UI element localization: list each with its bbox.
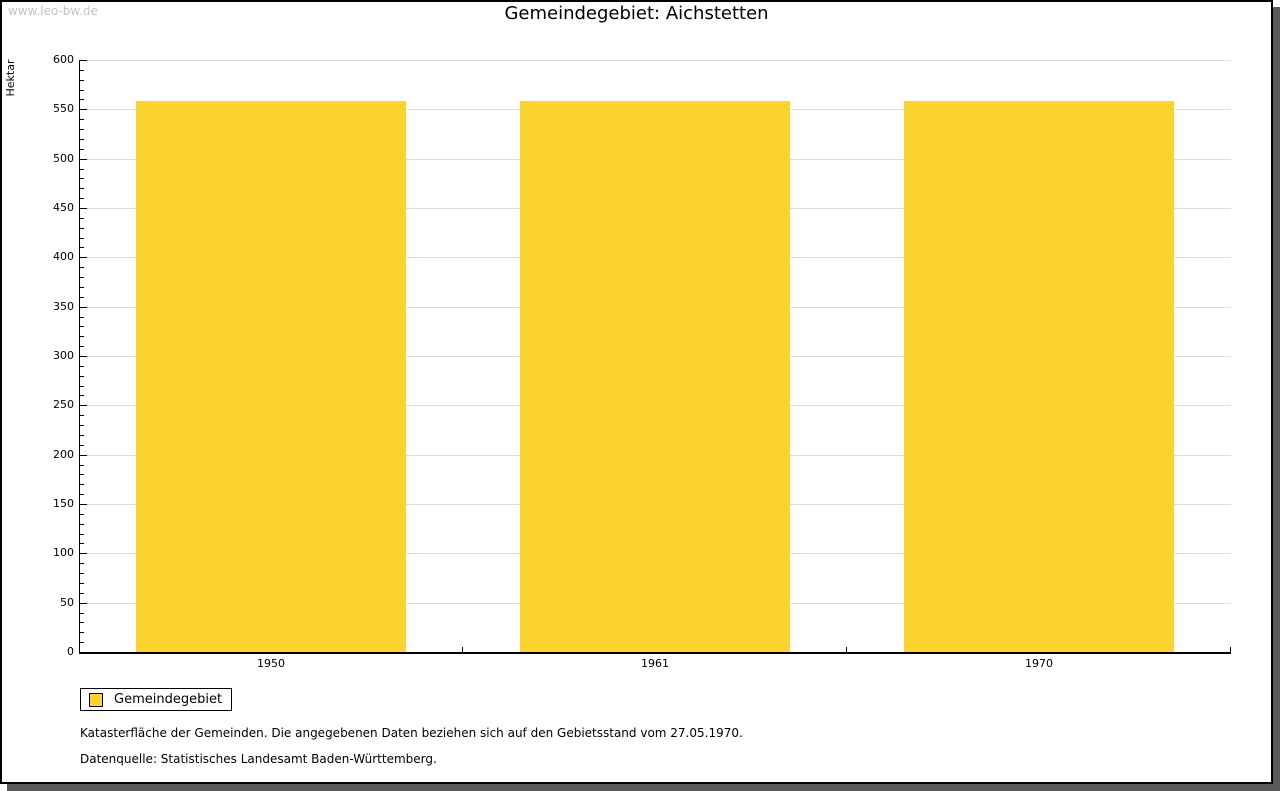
y-axis-tick <box>80 208 87 209</box>
y-axis-tick <box>80 227 84 229</box>
y-tick-label: 600 <box>53 53 74 66</box>
y-tick-label: 350 <box>53 299 74 313</box>
y-axis-tick <box>80 504 87 505</box>
y-axis-tick <box>80 474 84 476</box>
x-tick-label: 1970 <box>1025 657 1053 670</box>
bar <box>136 101 406 652</box>
y-tick-label: 100 <box>53 546 74 560</box>
y-axis-tick <box>80 158 87 160</box>
y-axis-tick <box>80 632 84 634</box>
y-tick-label: 300 <box>53 349 74 362</box>
y-axis-tick <box>80 168 84 170</box>
x-tick-label: 1961 <box>641 657 669 670</box>
y-axis-tick <box>80 523 84 525</box>
y-axis-tick <box>80 346 84 348</box>
y-axis-tick <box>80 642 84 644</box>
y-tick-label: 0 <box>67 645 74 658</box>
y-axis-tick <box>80 563 84 565</box>
y-tick-label: 400 <box>53 250 74 264</box>
y-axis-tick <box>80 138 84 140</box>
y-axis-tick <box>80 296 84 298</box>
y-axis-tick <box>80 494 84 496</box>
y-axis-tick <box>80 148 84 150</box>
y-axis-tick <box>80 257 87 259</box>
y-axis-tick <box>80 356 87 357</box>
gridline <box>79 60 1231 61</box>
y-tick-label: 200 <box>53 447 74 461</box>
y-tick-label: 450 <box>53 201 74 214</box>
y-axis-tick <box>80 277 84 279</box>
y-axis-tick <box>80 69 84 71</box>
y-axis-tick <box>80 405 87 407</box>
y-axis-tick <box>80 375 84 377</box>
watermark: www.leo-bw.de <box>8 4 98 18</box>
x-axis-line <box>79 652 1231 654</box>
y-axis-tick <box>80 237 84 239</box>
y-axis-tick <box>80 464 84 466</box>
y-axis-tick <box>80 99 84 101</box>
y-axis-tick <box>80 119 84 121</box>
y-axis-tick <box>80 247 84 249</box>
y-axis-tick <box>80 592 84 594</box>
y-axis-tick <box>80 316 84 318</box>
x-tick-label: 1950 <box>257 657 285 670</box>
y-axis-tick <box>80 582 84 584</box>
y-axis-tick <box>80 306 87 308</box>
y-axis-tick <box>80 395 84 397</box>
x-axis-boundary-tick <box>846 647 847 652</box>
y-axis-tick <box>80 217 84 219</box>
y-axis-tick <box>80 178 84 180</box>
y-axis-tick <box>80 89 84 91</box>
y-axis-tick <box>80 385 84 387</box>
y-axis-line <box>79 60 80 654</box>
legend-swatch <box>89 692 103 707</box>
y-axis-tick <box>80 365 84 367</box>
y-axis-tick <box>80 60 87 61</box>
y-tick-label: 500 <box>53 151 74 165</box>
y-axis-tick <box>80 109 87 111</box>
y-axis-tick <box>80 543 84 545</box>
bar <box>520 101 790 652</box>
y-axis-tick <box>80 326 84 328</box>
y-axis-tick <box>80 444 84 446</box>
y-axis-tick <box>80 513 84 515</box>
y-axis-tick <box>80 425 84 427</box>
y-tick-label: 550 <box>53 102 74 116</box>
x-axis-boundary-tick <box>462 647 463 652</box>
footnote-source-note: Katasterfläche der Gemeinden. Die angege… <box>80 726 743 740</box>
y-tick-label: 150 <box>53 497 74 510</box>
y-axis-tick <box>80 484 84 486</box>
y-axis-tick <box>80 336 84 338</box>
y-axis-tick <box>80 79 84 81</box>
y-axis-tick <box>80 198 84 200</box>
y-axis-tick <box>80 622 84 624</box>
y-axis-tick <box>80 602 87 604</box>
y-axis-tick <box>80 573 84 575</box>
chart-title: Gemeindegebiet: Aichstetten <box>504 3 769 24</box>
y-axis-tick <box>80 415 84 417</box>
x-axis-boundary-tick <box>1230 647 1231 652</box>
legend: Gemeindegebiet <box>80 688 232 711</box>
legend-label: Gemeindegebiet <box>114 692 223 707</box>
y-axis-tick <box>80 434 84 436</box>
y-axis-tick <box>80 267 84 269</box>
y-axis-tick <box>80 286 84 288</box>
y-tick-label: 250 <box>53 398 74 412</box>
y-tick-label: 50 <box>60 595 74 609</box>
y-axis-tick <box>80 652 87 653</box>
y-axis-tick <box>80 553 87 555</box>
y-axis-tick <box>80 188 84 190</box>
y-axis-tick <box>80 454 87 456</box>
bar <box>904 101 1174 652</box>
y-axis-tick <box>80 533 84 535</box>
y-axis-tick <box>80 129 84 131</box>
y-axis-tick <box>80 612 84 614</box>
footnote-datasource: Datenquelle: Statistisches Landesamt Bad… <box>80 752 437 766</box>
